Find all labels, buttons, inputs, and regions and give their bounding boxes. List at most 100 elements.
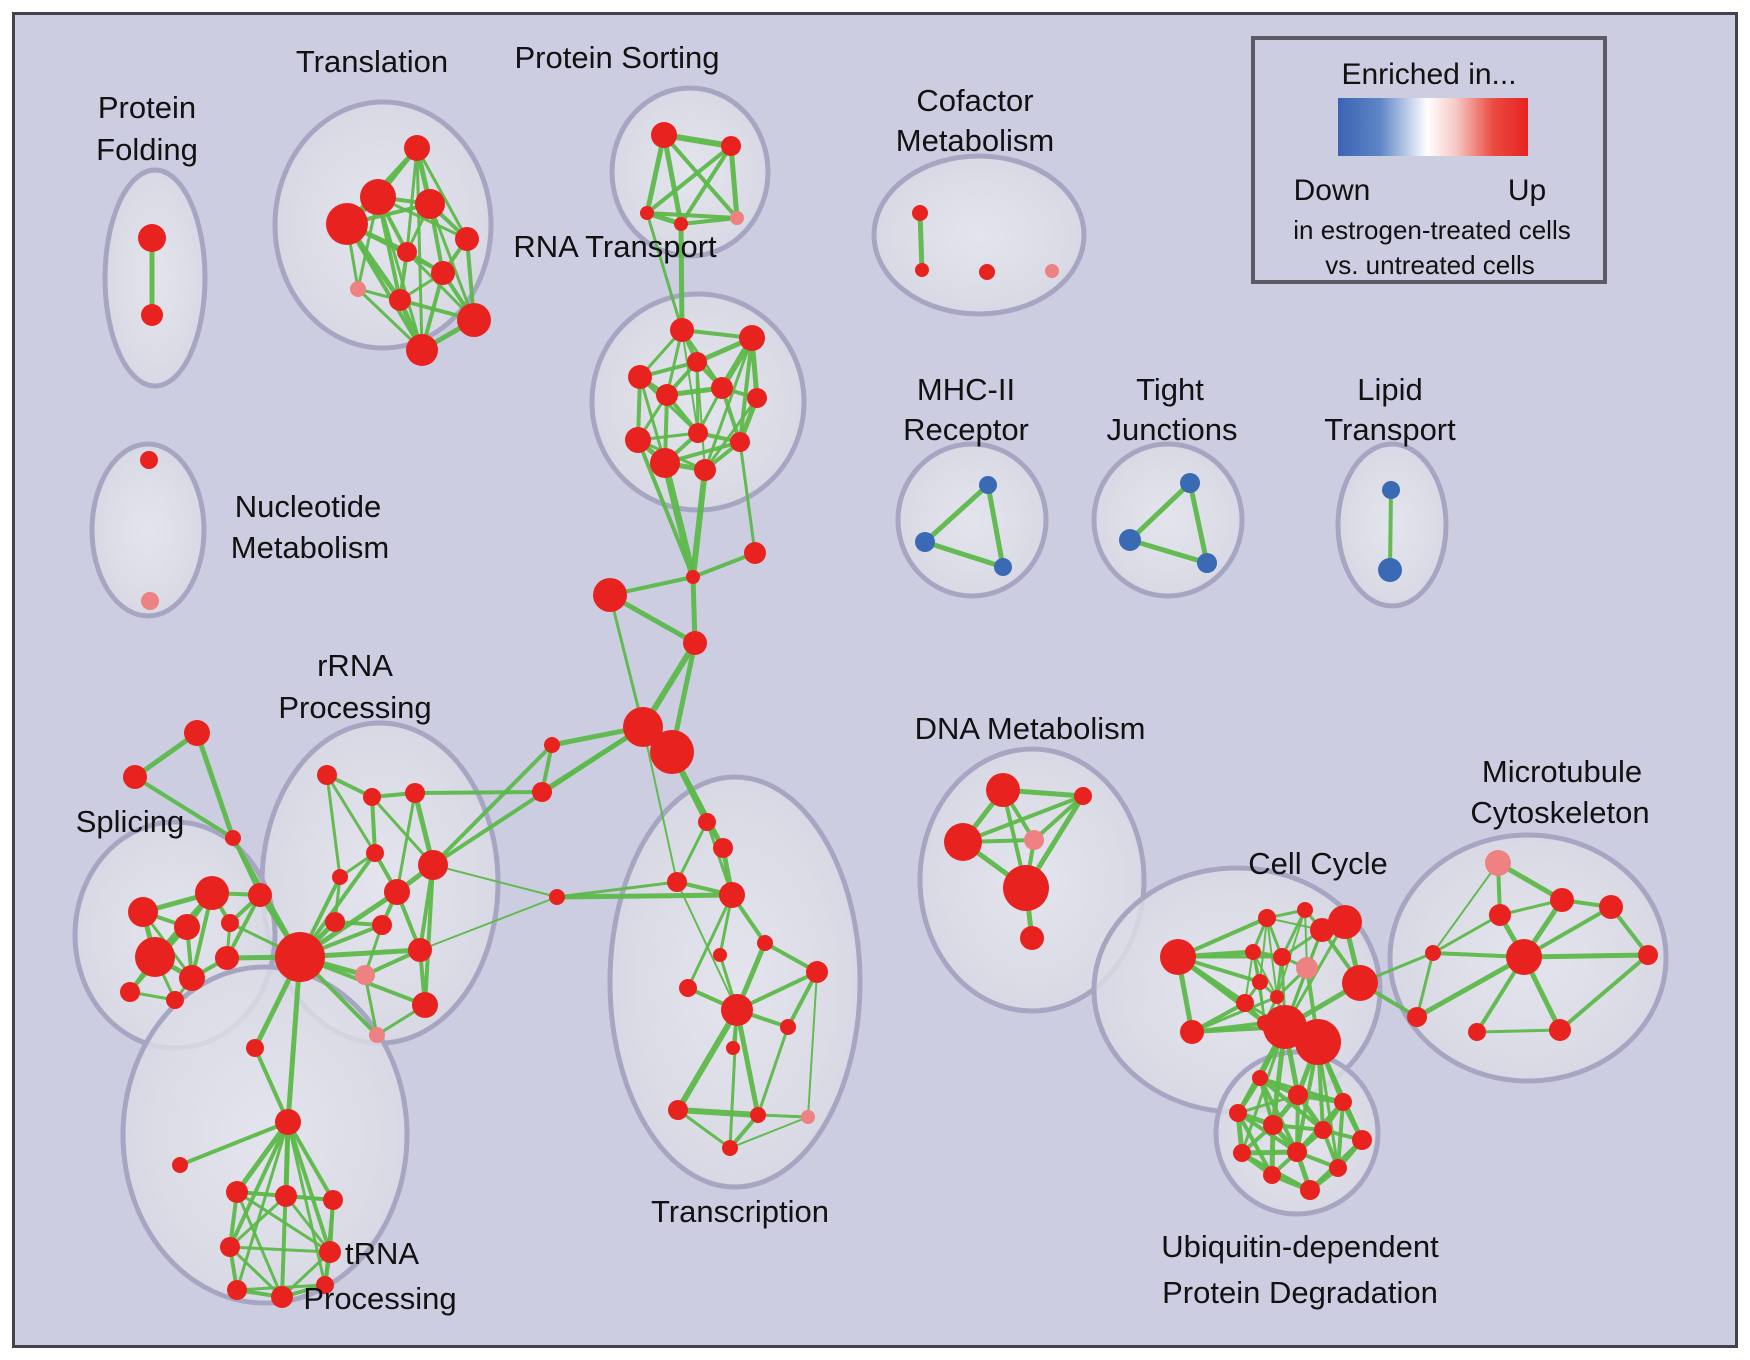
cluster-ellipse-cofactor-metabolism — [871, 153, 1087, 317]
gene-set-node — [225, 830, 241, 846]
network-edge — [415, 146, 424, 352]
cluster-ellipse-mhc-ii-receptor — [895, 441, 1049, 599]
gene-set-node — [780, 1019, 796, 1035]
gene-set-node — [686, 570, 700, 584]
network-edge — [1252, 951, 1278, 998]
gene-set-node — [687, 352, 707, 372]
network-edge — [370, 795, 377, 855]
network-edge — [675, 1107, 761, 1118]
gene-set-node — [1468, 1023, 1486, 1041]
gene-set-node — [1310, 918, 1334, 942]
network-edge — [1266, 917, 1278, 998]
cluster-label-protein-folding: Protein — [98, 90, 196, 125]
network-edge — [423, 863, 435, 1007]
gene-set-node — [726, 1041, 740, 1055]
network-edge — [807, 971, 818, 1118]
gene-set-node — [408, 938, 432, 962]
gene-set-node — [457, 303, 491, 337]
gene-set-node — [135, 937, 175, 977]
gene-set-node — [323, 1190, 343, 1210]
cluster-label-nucleotide-metabolism: Nucleotide — [235, 489, 381, 524]
cluster-label-rrna-processing: Processing — [278, 690, 431, 725]
network-edge — [985, 482, 1006, 570]
network-edge — [703, 396, 759, 472]
gene-set-node — [1288, 1085, 1308, 1105]
network-edge — [728, 143, 740, 221]
gene-set-node — [275, 1185, 297, 1207]
network-edge — [676, 1108, 732, 1150]
gene-set-node — [628, 365, 652, 389]
network-edge — [1475, 1028, 1562, 1034]
gene-set-node — [1489, 904, 1511, 926]
gene-set-node — [1258, 909, 1276, 927]
gene-set-node — [1297, 902, 1313, 918]
gene-set-node — [431, 261, 455, 285]
gene-set-node — [316, 1276, 334, 1294]
legend-title: Enriched in... — [1341, 58, 1516, 91]
gene-set-node — [651, 122, 677, 148]
gene-set-node — [1180, 473, 1200, 493]
gene-set-node — [389, 289, 411, 311]
gene-set-node — [1119, 529, 1141, 551]
gene-set-node — [1638, 945, 1658, 965]
network-edge — [431, 743, 554, 867]
network-edge — [285, 954, 303, 1125]
network-edge — [661, 132, 684, 227]
network-edge — [690, 467, 708, 580]
cluster-label-protein-sorting: Protein Sorting — [514, 40, 719, 75]
gene-set-node — [688, 423, 708, 443]
gene-set-node — [1295, 1019, 1341, 1065]
network-edge — [284, 1194, 332, 1254]
gene-set-node — [1425, 945, 1441, 961]
gene-set-node — [1074, 787, 1092, 805]
cluster-ellipse-tight-junctions — [1091, 441, 1245, 599]
gene-set-node — [650, 730, 694, 774]
network-edge — [728, 1008, 739, 1150]
network-edge — [1236, 1093, 1300, 1115]
gene-set-node — [1263, 1166, 1281, 1184]
network-edge — [645, 211, 739, 220]
gene-set-node — [1382, 481, 1400, 499]
gene-set-node — [1599, 895, 1623, 919]
legend-down-label: Down — [1294, 174, 1371, 207]
gene-set-node — [711, 377, 733, 399]
gene-set-node — [1197, 553, 1217, 573]
network-edge — [1240, 1025, 1287, 1155]
gene-set-node — [1296, 957, 1318, 979]
network-edge — [679, 216, 739, 226]
gene-set-node — [912, 205, 928, 221]
network-edge — [370, 795, 435, 867]
cluster-label-lipid-transport: Lipid — [1357, 372, 1423, 407]
network-edge — [286, 1120, 327, 1287]
cluster-label-splicing: Splicing — [76, 804, 185, 839]
legend-up-label: Up — [1508, 174, 1546, 207]
gene-set-node — [750, 1107, 766, 1123]
gene-set-node — [1342, 965, 1378, 1001]
gene-set-node — [1352, 1130, 1372, 1150]
gene-set-node — [944, 823, 982, 861]
gene-set-node — [640, 206, 654, 220]
network-edge — [686, 893, 734, 990]
network-edge — [413, 790, 544, 795]
network-edge — [325, 773, 377, 855]
cluster-label-protein-folding: Folding — [96, 132, 198, 167]
network-edge — [395, 791, 417, 894]
cluster-label-microtubule-cytoskeleton: Microtubule — [1482, 754, 1642, 789]
network-edge — [432, 864, 558, 898]
gene-set-node — [366, 844, 384, 862]
gene-set-node — [455, 227, 479, 251]
network-edge — [642, 726, 678, 883]
network-edge — [675, 1007, 740, 1113]
network-edge — [738, 440, 757, 555]
gene-set-node — [275, 1109, 301, 1135]
gene-set-node — [275, 932, 325, 982]
network-edge — [1432, 862, 1499, 954]
gene-set-node — [1329, 1159, 1347, 1177]
gene-set-node — [694, 459, 716, 481]
gene-set-node — [325, 912, 345, 932]
gene-set-node — [317, 765, 337, 785]
gene-set-node — [166, 991, 184, 1009]
gene-set-node — [650, 448, 680, 478]
network-edge — [645, 144, 733, 215]
